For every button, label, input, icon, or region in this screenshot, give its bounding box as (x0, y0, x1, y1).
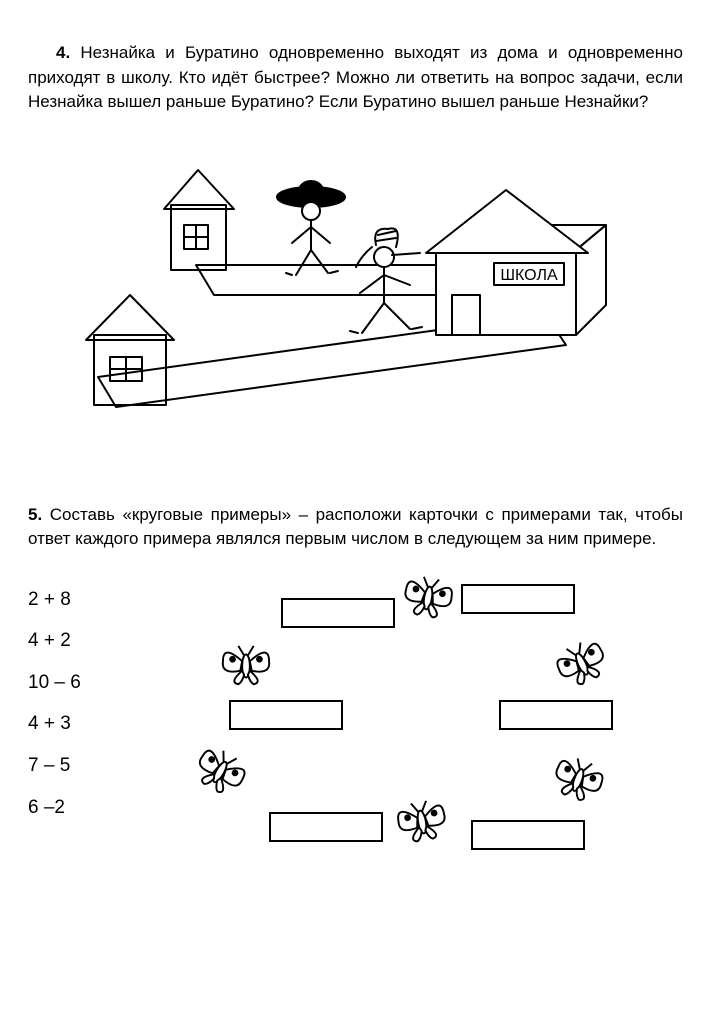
butterfly-icon (542, 747, 613, 812)
answer-slot[interactable] (471, 820, 585, 850)
expression-list: 2 + 8 4 + 2 10 – 6 4 + 3 7 – 5 6 –2 (28, 580, 81, 860)
school-building-icon: ШКОЛА (426, 190, 606, 335)
expression-item: 4 + 2 (28, 627, 81, 655)
problem-5-body: Составь «круговые примеры» – расположи к… (28, 505, 683, 549)
answer-slot[interactable] (269, 812, 383, 842)
expression-item: 10 – 6 (28, 669, 81, 697)
answer-slot[interactable] (229, 700, 343, 730)
expression-item: 2 + 8 (28, 586, 81, 614)
neznaika-icon (277, 181, 345, 275)
answer-slot[interactable] (499, 700, 613, 730)
school-label: ШКОЛА (500, 267, 558, 284)
butterfly-icon (395, 569, 460, 626)
butterfly-icon (183, 737, 257, 808)
circular-diagram (101, 580, 683, 860)
walk-to-school-svg: ШКОЛА (76, 135, 636, 455)
problem-4-body: Незнайка и Буратино одновременно выходят… (28, 43, 683, 111)
house-upper-icon (164, 170, 234, 270)
problem-5-number: 5. (28, 505, 42, 524)
problem-5-text: 5. Составь «круговые примеры» – располож… (28, 503, 683, 552)
expression-item: 6 –2 (28, 794, 81, 822)
problem-5-area: 2 + 8 4 + 2 10 – 6 4 + 3 7 – 5 6 –2 (28, 580, 683, 860)
answer-slot[interactable] (281, 598, 395, 628)
expression-item: 4 + 3 (28, 710, 81, 738)
butterfly-icon (217, 642, 275, 690)
butterfly-icon (545, 630, 618, 698)
butterfly-icon (389, 793, 454, 850)
problem-4-illustration: ШКОЛА (28, 135, 683, 463)
expression-item: 7 – 5 (28, 752, 81, 780)
problem-4-text: 4. Незнайка и Буратино одновременно выхо… (28, 41, 683, 115)
answer-slot[interactable] (461, 584, 575, 614)
problem-4-number: 4. (56, 43, 70, 62)
